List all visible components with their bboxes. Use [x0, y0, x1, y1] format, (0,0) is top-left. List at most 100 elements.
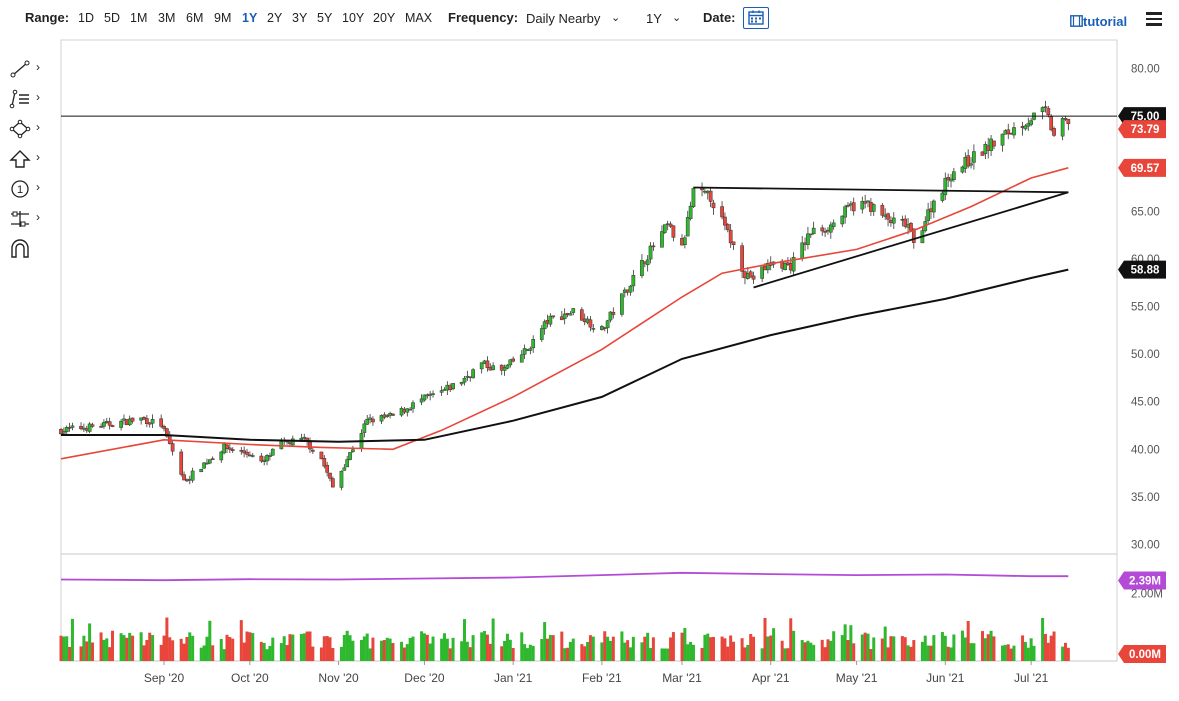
measure-tool-button[interactable]: ›	[8, 209, 48, 231]
fibonacci-tool-button[interactable]: ›	[8, 89, 48, 111]
period-select[interactable]: 1Y	[646, 11, 662, 26]
candle-body	[683, 237, 687, 245]
arrow-tool-button[interactable]: ›	[8, 149, 48, 171]
candle-body	[79, 425, 83, 430]
volume-bar	[651, 637, 655, 661]
candle-body	[831, 222, 836, 227]
candle-body	[903, 218, 908, 227]
volume-bar	[989, 630, 993, 661]
range-3y-button[interactable]: 3Y	[292, 11, 308, 25]
candle-body	[871, 204, 876, 212]
range-1d-button[interactable]: 1D	[78, 11, 94, 25]
range-max-button[interactable]: MAX	[405, 11, 433, 25]
volume-bar	[540, 639, 544, 661]
candle-body	[342, 467, 347, 471]
range-9m-button[interactable]: 9M	[214, 11, 232, 25]
range-10y-button[interactable]: 10Y	[342, 11, 365, 25]
hamburger-menu-icon[interactable]	[1146, 12, 1162, 26]
line-tool-button[interactable]: ›	[8, 59, 48, 81]
candle-body	[522, 348, 527, 355]
range-1m-button[interactable]: 1M	[130, 11, 148, 25]
volume-bar	[525, 648, 529, 661]
volume-bar	[451, 637, 455, 661]
magnet-tool-button[interactable]	[8, 239, 48, 261]
volume-bar	[359, 639, 363, 661]
range-5d-button[interactable]: 5D	[104, 11, 120, 25]
chevron-down-icon[interactable]: ⌄	[611, 12, 621, 24]
volume-bar	[886, 647, 890, 661]
average-volume-line	[60, 571, 1069, 582]
candle-body	[368, 417, 372, 420]
candle-body	[579, 309, 584, 321]
volume-bar	[823, 647, 827, 661]
volume-bar	[1046, 642, 1050, 661]
candle-body	[628, 285, 633, 293]
range-3m-button[interactable]: 3M	[158, 11, 176, 25]
candle-body	[165, 428, 169, 437]
volume-bar	[322, 636, 326, 661]
volume-bar	[660, 648, 664, 661]
volume-bar	[248, 632, 252, 661]
long-moving-average-line	[61, 268, 1069, 443]
volume-bar	[351, 640, 355, 661]
volume-bar	[840, 635, 844, 661]
candle-body	[660, 231, 664, 248]
candle-body	[99, 426, 103, 428]
candle-body	[245, 451, 249, 455]
range-5y-button[interactable]: 5Y	[317, 11, 333, 25]
volume-bar	[299, 633, 303, 661]
volume-bar	[245, 631, 249, 661]
volume-bar	[339, 646, 343, 661]
volume-bar	[225, 634, 229, 661]
candle-body	[591, 328, 596, 330]
volume-bar	[689, 641, 693, 661]
volume-bar	[105, 638, 109, 661]
price-tick-label: 65.00	[1131, 206, 1160, 218]
volume-bar	[345, 630, 349, 661]
candle-body	[823, 231, 827, 233]
candle-body	[508, 359, 513, 366]
candle-body	[259, 455, 264, 462]
candle-body	[620, 293, 624, 315]
candle-body	[331, 478, 335, 488]
candle-body	[846, 204, 850, 207]
volume-bar	[511, 647, 515, 661]
volume-bar	[128, 632, 132, 661]
volume-bar	[268, 646, 272, 661]
candle-body	[225, 444, 229, 449]
shape-tool-button[interactable]: ›	[8, 119, 48, 141]
chevron-down-icon[interactable]: ⌄	[672, 12, 682, 24]
volume-bar	[700, 647, 704, 661]
volume-bar	[291, 634, 295, 661]
candle-body	[87, 423, 92, 432]
volume-bar	[199, 647, 203, 661]
chevron-right-icon: ›	[36, 210, 40, 224]
candle-body	[459, 381, 464, 385]
tutorial-link[interactable]: tutorial	[1070, 14, 1127, 29]
volume-bar	[262, 642, 266, 661]
range-2y-button[interactable]: 2Y	[267, 11, 283, 25]
range-1y-button[interactable]: 1Y	[242, 11, 258, 25]
candle-body	[548, 315, 553, 325]
volume-bar	[288, 634, 292, 661]
frequency-select[interactable]: Daily Nearby	[526, 11, 601, 26]
time-tick-label: Oct '20	[231, 671, 269, 685]
candle-body	[631, 275, 636, 287]
chevron-right-icon: ›	[36, 180, 40, 194]
candle-body	[230, 449, 235, 451]
volume-bar	[108, 647, 112, 661]
range-20y-button[interactable]: 20Y	[373, 11, 396, 25]
range-6m-button[interactable]: 6M	[186, 11, 204, 25]
candle-body	[972, 151, 976, 163]
candle-body	[491, 365, 495, 370]
volume-bar	[691, 644, 695, 661]
candle-body	[720, 206, 724, 218]
calendar-button[interactable]	[743, 7, 769, 29]
candle-body	[860, 200, 865, 210]
annotation-tool-button[interactable]: 1 ›	[8, 179, 48, 201]
volume-bar	[159, 644, 163, 661]
volume-bar	[122, 635, 126, 661]
candle-body	[322, 458, 327, 467]
candle-body	[1000, 133, 1005, 146]
